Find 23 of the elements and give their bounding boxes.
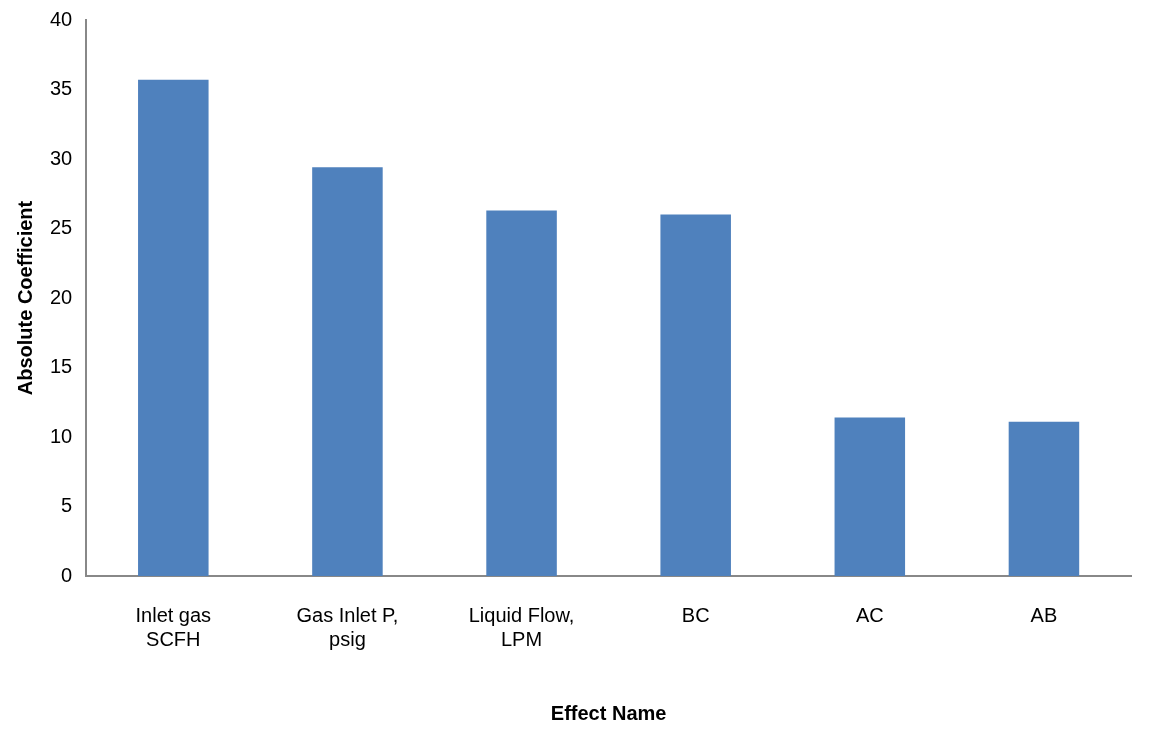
bar [660,214,731,576]
x-tick-label: Liquid Flow, LPM [468,603,575,650]
y-tick-label: 15 [50,355,73,378]
y-tick-label: 30 [50,146,73,169]
y-tick-label: 40 [50,7,73,30]
x-axis-title: Effect Name [550,701,667,724]
y-tick-label: 25 [50,216,73,239]
x-tick-label: Inlet gas SCFH [135,603,212,650]
x-tick-label: Gas Inlet P, psig [296,603,399,650]
y-axis-title: Absolute Coefficient [13,200,36,396]
bar [486,210,557,576]
bar [312,167,383,576]
y-tick-label: 0 [61,563,73,586]
y-tick-label: 10 [50,424,73,447]
bar [138,79,209,576]
x-tick-label: AB [1030,603,1058,626]
y-tick-label: 5 [61,494,73,517]
y-tick-label: 35 [50,77,73,100]
x-tick-label: AC [855,603,884,626]
bar [834,417,906,576]
y-tick-label: 20 [50,285,73,308]
x-tick-label: BC [681,603,710,626]
bar [1008,421,1080,576]
